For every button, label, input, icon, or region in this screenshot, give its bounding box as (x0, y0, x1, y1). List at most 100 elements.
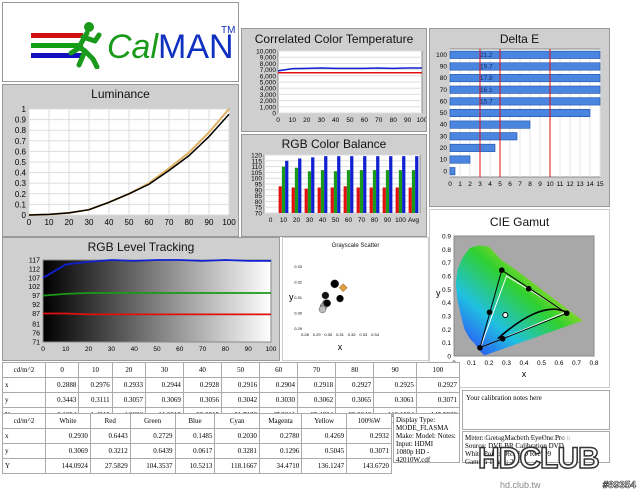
x-tick-label: 0.3 (502, 360, 511, 367)
y-tick-label: 0.30 (294, 311, 303, 316)
table-cell: 0.3065 (335, 392, 375, 408)
table-row: y 0.3069 0.3212 0.6439 0.0617 0.3281 0.1296 0.5… (2, 443, 392, 459)
table-cell: 0.1485 (174, 428, 216, 444)
gamut-point (563, 310, 570, 316)
y-tick-label: 0.3 (442, 314, 451, 321)
plot-area (42, 259, 272, 343)
balance-bar (294, 167, 299, 213)
meter-info-line4: Gamma Target: 2.5 (465, 458, 519, 466)
y-tick-label: 40 (440, 122, 448, 129)
y-tick-label: 0.7 (442, 260, 451, 267)
table-cell: 0.6443 (89, 428, 131, 444)
y-tick-label: 75 (255, 205, 263, 212)
cct-title: Correlated Color Temperature (254, 32, 414, 46)
y-tick-label: 0.2 (442, 327, 451, 334)
table-row-label: y (2, 392, 46, 408)
scatter-point (336, 294, 344, 303)
rgb-balance-panel: RGB Color Balance 70 75 80 85 90 95 100 105 110 1… (241, 134, 427, 237)
y-tick-label: 0 (22, 211, 27, 220)
x-tick-label: 8 (528, 181, 532, 188)
delta-e-bar (449, 62, 601, 71)
table-cell: 0.3443 (44, 392, 80, 408)
y-tick-label: 95 (255, 182, 263, 189)
table-cell: 0.2780 (258, 428, 303, 444)
x-tick-label: 30 (318, 117, 326, 124)
logo-text: CalMAN (107, 28, 234, 66)
y-tick-label: 117 (29, 258, 40, 265)
target-white-point (338, 283, 348, 293)
delta-e-panel: Delta E 0 1 2 3 4 5 6 7 8 9 10 11 12 13 14 15 100 21.2 90 1… (429, 28, 610, 207)
calibration-notes[interactable]: Your calibration notes here (462, 390, 610, 430)
table-cell: 100%W (346, 413, 392, 429)
balance-bar (298, 158, 302, 213)
balance-bar (333, 171, 338, 213)
cie-gamut-title: CIE Gamut (489, 215, 550, 229)
balance-bar (369, 187, 373, 213)
table-cell: 0.2933 (111, 377, 147, 393)
y-tick-label: 0.5 (442, 287, 451, 294)
x-tick-label: 80 (185, 218, 194, 227)
table-cell: 0.3062 (296, 392, 337, 408)
y-tick-label: 0.9 (442, 234, 451, 241)
table-cell: 40 (182, 362, 223, 378)
table-cell: 30 (145, 362, 184, 378)
table-cell: 27.5829 (89, 458, 131, 474)
table-row: y 0.3443 0.3111 0.3057 0.3069 0.3056 0.3042 0.3… (2, 392, 461, 408)
table-cell: White (45, 413, 91, 429)
y-tick-label: 0.7 (15, 137, 27, 146)
y-tick-label: 71 (32, 340, 40, 347)
balance-bar (350, 156, 354, 213)
luminance-title: Luminance (91, 87, 150, 101)
delta-e-bar (449, 108, 591, 118)
table-cell: 0.3056 (182, 392, 223, 408)
x-tick-label: 60 (361, 117, 369, 124)
x-tick-label: 90 (205, 218, 214, 227)
x-tick-label: 80 (222, 346, 230, 353)
x-tick-label: 14 (586, 181, 594, 188)
table-row-label: x (2, 428, 46, 444)
balance-bar (307, 171, 312, 213)
x-tick-label: 0 (269, 217, 273, 224)
y-tick-label: 120 (251, 153, 262, 160)
x-tick-label: 20 (85, 346, 93, 353)
x-tick-label: 0.1 (467, 360, 476, 367)
balance-bar (356, 187, 360, 213)
x-tick-label: 60 (145, 218, 154, 227)
table-cell: Cyan (214, 413, 260, 429)
logo-trademark: TM (221, 25, 236, 36)
y-tick-label: 0 (447, 354, 451, 361)
x-tick-label: 20 (303, 117, 311, 124)
table-row-label: x (2, 377, 46, 393)
balance-bar (389, 156, 393, 213)
table-cell: 0.3111 (78, 392, 113, 408)
gamut-point (486, 309, 493, 316)
x-tick-label: 0.5 (537, 360, 546, 367)
table-cell: Red (89, 413, 131, 429)
y-tick-label: 76 (32, 331, 40, 338)
table-cell: 0.3042 (220, 392, 261, 408)
watermark-code: #89354 (602, 480, 636, 492)
x-tick-label: 10 (289, 117, 297, 124)
table-row: Y 144.0924 27.5829 104.3537 10.5213 118.1667 3… (2, 458, 392, 474)
x-tick-label: 30 (85, 218, 94, 227)
delta-e-bar (449, 143, 496, 152)
table-cell: 0.2932 (346, 428, 392, 444)
x-tick-label: 5 (498, 181, 502, 188)
table-cell: 0.3212 (89, 443, 131, 459)
balance-bar (376, 156, 380, 213)
gamut-point (498, 267, 505, 273)
table-cell: 0.2030 (214, 428, 260, 444)
watermark-sub: Television Vision Club (470, 436, 573, 442)
table-cell: 0.2729 (129, 428, 176, 444)
table-cell: 90 (373, 362, 417, 378)
meter-info-line2: Source: DVE BR Calibration DVD (465, 442, 564, 450)
table-header-row: cd/m^2 0 10 20 30 40 50 60 70 80 90 100 (2, 362, 461, 378)
balance-bar (320, 170, 325, 213)
x-tick-label: 80 (390, 117, 398, 124)
table-cell: 34.4710 (258, 458, 303, 474)
y-tick-label: 112 (29, 266, 40, 273)
gamut-point (499, 335, 506, 342)
y-tick-label: 97 (32, 293, 40, 300)
balance-bar (291, 187, 295, 213)
